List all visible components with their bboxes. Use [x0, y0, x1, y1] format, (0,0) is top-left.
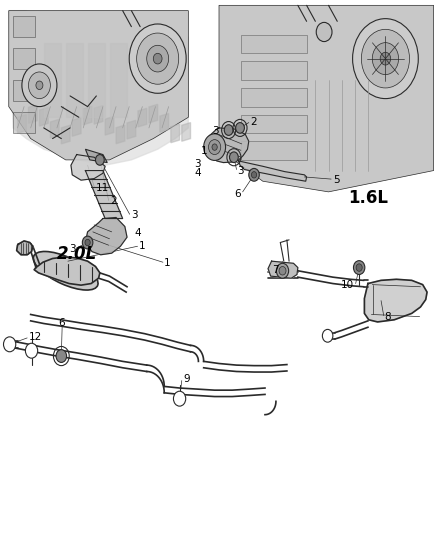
Polygon shape — [94, 106, 103, 124]
Polygon shape — [28, 104, 37, 123]
Circle shape — [316, 22, 332, 42]
Polygon shape — [13, 16, 35, 37]
Circle shape — [276, 263, 289, 278]
Text: 3: 3 — [212, 126, 219, 135]
Polygon shape — [127, 120, 136, 139]
Polygon shape — [116, 125, 125, 144]
Text: 3: 3 — [69, 245, 75, 254]
Polygon shape — [241, 141, 307, 160]
Text: 9: 9 — [183, 375, 190, 384]
Text: 2: 2 — [110, 197, 117, 206]
Polygon shape — [105, 116, 114, 135]
Text: 6: 6 — [234, 189, 241, 199]
Polygon shape — [241, 88, 307, 107]
Polygon shape — [9, 11, 188, 165]
Circle shape — [322, 329, 333, 342]
Circle shape — [28, 72, 50, 99]
Text: 1.6L: 1.6L — [348, 189, 388, 207]
Polygon shape — [4, 5, 193, 213]
Polygon shape — [72, 118, 81, 136]
Polygon shape — [182, 123, 191, 141]
Polygon shape — [241, 115, 307, 133]
Polygon shape — [13, 112, 35, 133]
Text: 11: 11 — [95, 183, 109, 192]
Polygon shape — [241, 35, 307, 53]
Polygon shape — [44, 43, 61, 117]
Circle shape — [82, 236, 93, 249]
Polygon shape — [39, 107, 48, 126]
Polygon shape — [364, 279, 427, 322]
Text: 3: 3 — [194, 159, 201, 169]
Circle shape — [22, 64, 57, 107]
Polygon shape — [85, 171, 123, 219]
Text: 2.0L: 2.0L — [57, 245, 97, 263]
Circle shape — [249, 168, 259, 181]
Polygon shape — [13, 80, 35, 101]
Circle shape — [129, 24, 186, 93]
Circle shape — [153, 53, 162, 64]
Polygon shape — [50, 119, 59, 138]
Polygon shape — [83, 106, 92, 125]
Circle shape — [36, 81, 43, 90]
Polygon shape — [208, 128, 249, 163]
Polygon shape — [9, 11, 188, 160]
Circle shape — [137, 33, 179, 84]
Text: 1: 1 — [164, 259, 171, 268]
Polygon shape — [241, 61, 307, 80]
Polygon shape — [61, 125, 70, 144]
Text: 1: 1 — [201, 147, 208, 156]
Polygon shape — [13, 48, 35, 69]
Polygon shape — [34, 257, 100, 285]
Circle shape — [25, 343, 38, 358]
Text: 6: 6 — [58, 318, 65, 328]
Circle shape — [204, 134, 226, 160]
Text: 7: 7 — [272, 265, 279, 274]
Circle shape — [85, 239, 90, 246]
Circle shape — [95, 155, 104, 165]
Ellipse shape — [33, 252, 98, 290]
Circle shape — [4, 337, 16, 352]
Circle shape — [279, 266, 286, 275]
Polygon shape — [219, 5, 434, 192]
Polygon shape — [18, 115, 26, 133]
Polygon shape — [171, 124, 180, 143]
Circle shape — [147, 45, 169, 72]
Text: 2: 2 — [251, 117, 257, 126]
Polygon shape — [268, 261, 298, 278]
Circle shape — [56, 350, 67, 362]
Polygon shape — [138, 108, 147, 127]
Circle shape — [372, 43, 399, 75]
Polygon shape — [85, 149, 107, 163]
Circle shape — [236, 123, 244, 133]
Circle shape — [356, 264, 362, 271]
Text: 3: 3 — [237, 166, 244, 176]
Circle shape — [224, 125, 233, 135]
Circle shape — [173, 391, 186, 406]
Text: 4: 4 — [194, 168, 201, 177]
Polygon shape — [239, 161, 307, 181]
Text: 3: 3 — [131, 211, 138, 220]
Polygon shape — [71, 155, 105, 180]
Polygon shape — [88, 43, 105, 117]
Circle shape — [208, 140, 221, 155]
Text: 5: 5 — [333, 175, 339, 185]
Polygon shape — [85, 217, 127, 255]
Circle shape — [251, 172, 257, 178]
Text: 1: 1 — [139, 241, 146, 251]
Circle shape — [353, 261, 365, 274]
Text: 12: 12 — [28, 332, 42, 342]
Circle shape — [361, 29, 410, 88]
Text: 8: 8 — [385, 312, 391, 322]
Polygon shape — [17, 241, 33, 255]
Text: 4: 4 — [135, 229, 141, 238]
Circle shape — [380, 52, 391, 65]
Text: 10: 10 — [341, 280, 354, 290]
Polygon shape — [110, 43, 127, 117]
Circle shape — [230, 152, 238, 163]
Polygon shape — [160, 114, 169, 132]
Polygon shape — [66, 43, 83, 117]
Circle shape — [212, 144, 217, 150]
Polygon shape — [149, 104, 158, 123]
Circle shape — [353, 19, 418, 99]
